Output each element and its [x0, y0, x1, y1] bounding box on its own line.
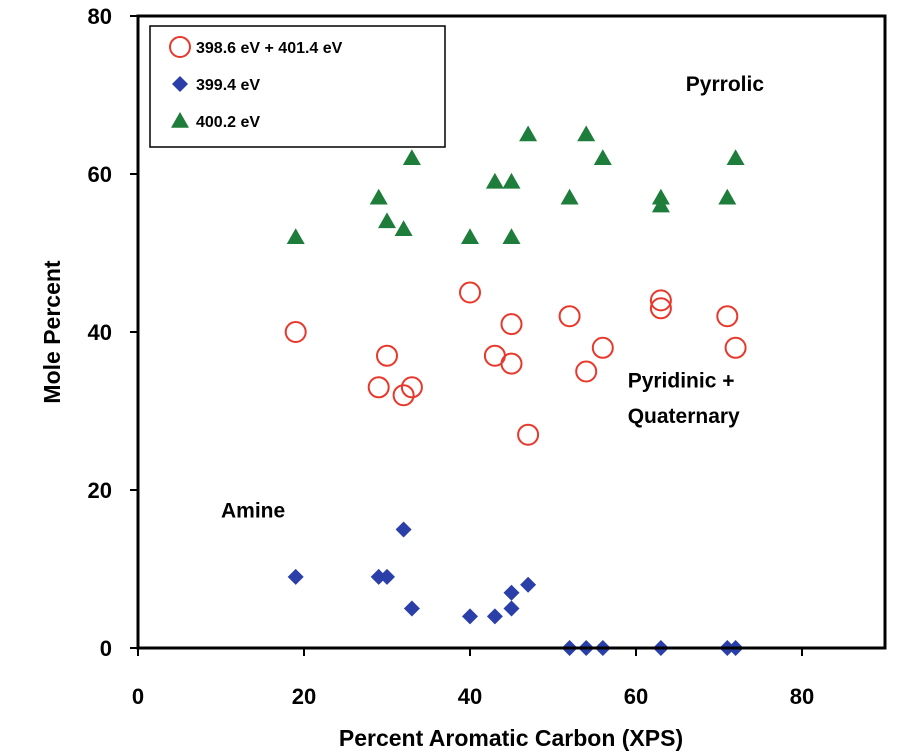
data-point — [395, 521, 412, 538]
y-tick-label: 80 — [88, 4, 112, 29]
axis-ticks: 0 20 40 60 80 0 20 40 60 80 — [88, 4, 815, 709]
plot-frame — [136, 14, 887, 650]
y-tick-label: 40 — [88, 320, 112, 345]
data-point — [503, 584, 520, 601]
data-point — [519, 125, 538, 142]
x-tick-label: 40 — [458, 684, 482, 709]
data-point — [500, 313, 523, 336]
data-point — [577, 125, 596, 142]
data-point — [286, 228, 305, 244]
data-point — [403, 600, 420, 617]
legend-marker — [172, 76, 188, 92]
data-point — [502, 228, 521, 244]
legend-label: 400.2 eV — [196, 114, 260, 131]
data-point — [284, 321, 307, 343]
y-tick-label: 20 — [88, 478, 112, 503]
legend-label: 398.6 eV + 401.4 eV — [196, 40, 343, 57]
series-0 — [284, 281, 747, 446]
x-axis-title: Percent Aromatic Carbon (XPS) — [339, 725, 683, 751]
series-2 — [286, 125, 745, 244]
legend-marker — [171, 112, 189, 128]
data-point — [649, 297, 672, 320]
data-point — [462, 608, 478, 625]
data-point — [367, 376, 390, 399]
data-point — [651, 196, 670, 213]
data-point — [520, 576, 537, 593]
legend: 398.6 eV + 401.4 eV 399.4 eV 400.2 eV — [149, 25, 446, 148]
data-point — [726, 149, 745, 165]
data-point — [485, 172, 504, 189]
data-point — [716, 305, 739, 328]
x-tick-label: 80 — [790, 684, 814, 709]
data-point — [461, 228, 479, 244]
data-point — [502, 172, 521, 189]
data-point — [459, 281, 481, 304]
x-tick-label: 60 — [624, 684, 648, 709]
data-point — [376, 344, 398, 367]
x-tick-label: 0 — [132, 684, 144, 709]
data-point — [651, 188, 670, 205]
y-tick-label: 60 — [88, 162, 112, 187]
data-point — [392, 384, 415, 407]
data-point — [517, 423, 540, 446]
data-point — [591, 336, 614, 359]
data-point — [560, 188, 579, 205]
series-1 — [287, 521, 744, 656]
data-point — [593, 149, 612, 165]
data-point — [369, 188, 388, 205]
annotation-label: Quaternary — [628, 405, 740, 428]
data-point — [503, 600, 520, 617]
data-point — [287, 568, 304, 585]
data-point — [400, 376, 423, 399]
legend-label: 399.4 eV — [196, 77, 260, 94]
data-point — [500, 352, 523, 375]
annotation-label: Pyridinic + — [628, 369, 735, 392]
data-point — [370, 568, 387, 585]
x-tick-label: 20 — [292, 684, 316, 709]
data-point — [379, 568, 395, 585]
legend-marker — [169, 36, 191, 58]
data-point — [718, 188, 737, 205]
annotation-label: Amine — [221, 500, 285, 523]
data-point — [486, 608, 503, 625]
annotation-label: Pyrrolic — [686, 73, 765, 96]
data-point — [378, 212, 396, 229]
data-point — [649, 289, 672, 312]
legend-box — [149, 25, 446, 148]
y-tick-label: 0 — [100, 636, 112, 661]
annotations: Pyrrolic Pyridinic + Quaternary Amine — [221, 73, 764, 523]
y-axis-title: Mole Percent — [39, 260, 65, 403]
data-point — [724, 336, 747, 359]
data-point — [558, 305, 581, 328]
data-point — [394, 220, 413, 237]
data-point — [402, 149, 421, 165]
data-point — [575, 360, 598, 383]
